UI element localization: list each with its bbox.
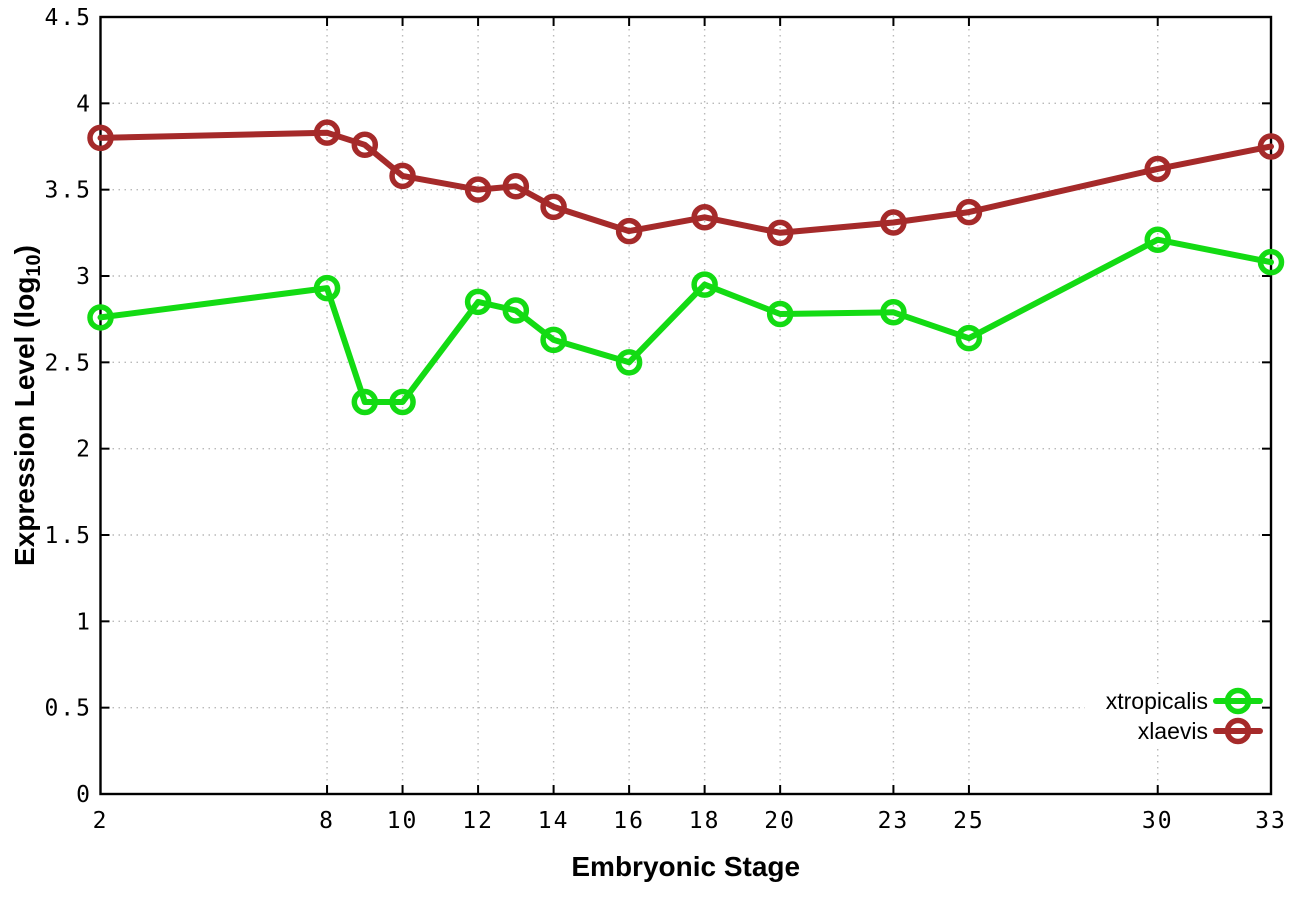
x-tick-label: 16 bbox=[613, 808, 645, 834]
x-tick-label: 30 bbox=[1142, 808, 1174, 834]
x-tick-label: 20 bbox=[764, 808, 796, 834]
data-point-xlaevis bbox=[87, 124, 114, 152]
data-point-xtropicalis bbox=[540, 326, 567, 354]
y-tick-label: 3 bbox=[76, 264, 92, 290]
data-point-xtropicalis bbox=[880, 299, 907, 326]
data-point-xlaevis bbox=[615, 217, 643, 245]
data-point-xtropicalis bbox=[389, 388, 416, 416]
x-tick-label: 12 bbox=[462, 808, 494, 834]
data-point-xlaevis bbox=[464, 176, 492, 203]
data-point-xtropicalis bbox=[1257, 248, 1285, 276]
data-point-xlaevis bbox=[540, 193, 567, 221]
data-point-xlaevis bbox=[389, 162, 416, 190]
y-tick-label: 2 bbox=[76, 437, 92, 463]
x-tick-label: 23 bbox=[878, 808, 910, 834]
data-point-xtropicalis bbox=[766, 300, 794, 328]
data-point-xtropicalis bbox=[464, 288, 492, 316]
y-tick-label: 1.5 bbox=[44, 523, 92, 549]
plot-border bbox=[99, 15, 1273, 796]
data-point-xtropicalis bbox=[502, 297, 530, 324]
data-point-xlaevis bbox=[880, 209, 907, 236]
x-tick-label: 14 bbox=[538, 808, 570, 834]
legend-label-xlaevis: xlaevis bbox=[1138, 718, 1208, 744]
data-point-xtropicalis bbox=[87, 304, 114, 331]
data-point-xlaevis bbox=[1144, 155, 1171, 183]
y-tick-label: 4 bbox=[76, 91, 92, 117]
y-tick-label: 1 bbox=[76, 609, 92, 635]
x-tick-label: 2 bbox=[93, 808, 109, 834]
data-point-xlaevis bbox=[691, 204, 718, 231]
data-point-xlaevis bbox=[955, 198, 983, 226]
legend-label-xtropicalis: xtropicalis bbox=[1106, 688, 1208, 714]
data-point-xlaevis bbox=[1257, 133, 1285, 160]
y-tick-label: 0.5 bbox=[44, 696, 92, 722]
data-point-xlaevis bbox=[766, 219, 794, 247]
x-axis-title: Embryonic Stage bbox=[571, 851, 800, 882]
data-point-xtropicalis bbox=[615, 349, 643, 376]
data-point-xlaevis bbox=[502, 172, 530, 200]
y-axis-title: Expression Level (log10) bbox=[9, 245, 45, 566]
y-tick-label: 0 bbox=[76, 782, 92, 808]
series-line-xtropicalis bbox=[97, 236, 1274, 405]
x-tick-label: 33 bbox=[1255, 808, 1287, 834]
data-point-xtropicalis bbox=[351, 388, 379, 416]
data-point-xlaevis bbox=[313, 119, 341, 146]
legend-marker-xlaevis bbox=[1224, 717, 1252, 745]
y-tick-label: 4.5 bbox=[44, 5, 92, 31]
data-point-xtropicalis bbox=[313, 274, 341, 302]
data-point-xtropicalis bbox=[691, 271, 718, 298]
y-tick-label: 3.5 bbox=[44, 178, 92, 204]
y-tick-label: 2.5 bbox=[44, 350, 92, 376]
data-point-xlaevis bbox=[351, 131, 379, 159]
x-tick-label: 8 bbox=[319, 808, 335, 834]
x-tick-label: 25 bbox=[953, 808, 985, 834]
x-tick-label: 18 bbox=[689, 808, 721, 834]
data-point-xtropicalis bbox=[1144, 226, 1171, 253]
data-point-xtropicalis bbox=[955, 324, 983, 352]
legend-marker-xtropicalis bbox=[1224, 687, 1252, 715]
x-tick-label: 10 bbox=[387, 808, 419, 834]
